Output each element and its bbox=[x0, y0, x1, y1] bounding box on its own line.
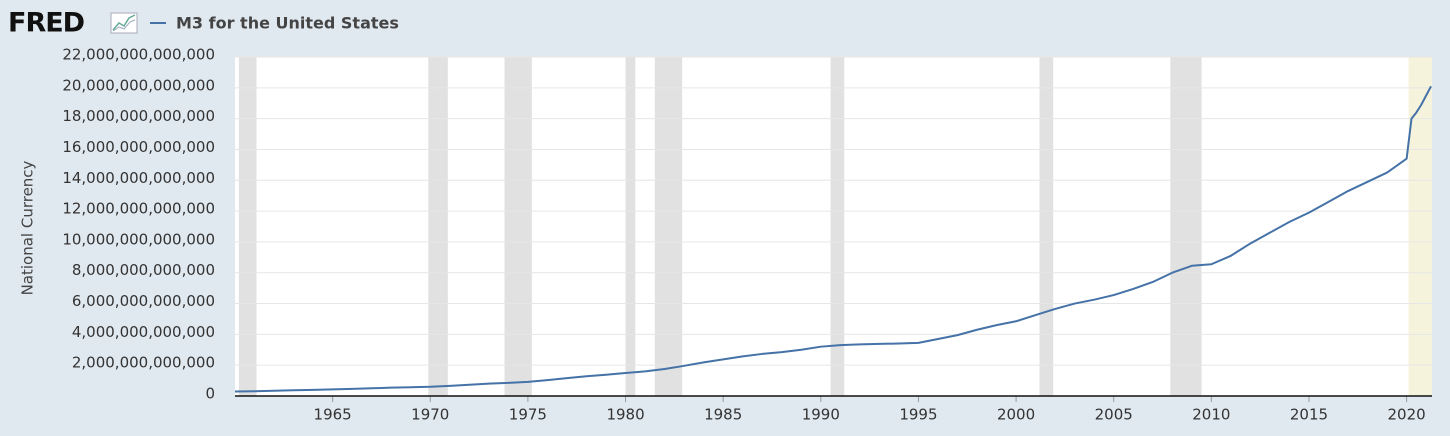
x-tick-label: 2020 bbox=[1388, 406, 1426, 424]
data-line bbox=[234, 85, 1432, 393]
x-tick-label: 1965 bbox=[314, 406, 352, 424]
y-tick-label: 0 bbox=[205, 385, 215, 403]
recession-band bbox=[238, 57, 257, 396]
recession-band bbox=[428, 57, 448, 396]
x-tick-label: 1985 bbox=[704, 406, 742, 424]
recession-band bbox=[504, 57, 532, 396]
y-tick-label: 12,000,000,000,000 bbox=[62, 200, 215, 218]
y-tick-label: 14,000,000,000,000 bbox=[62, 169, 215, 187]
x-tick-label: 1980 bbox=[606, 406, 644, 424]
x-tick-label: 2000 bbox=[997, 406, 1035, 424]
x-tick-label: 2010 bbox=[1192, 406, 1230, 424]
logo-icon bbox=[110, 12, 138, 34]
x-tick-label: 1995 bbox=[899, 406, 937, 424]
y-axis-title: National Currency bbox=[19, 160, 37, 295]
y-tick-label: 20,000,000,000,000 bbox=[62, 76, 215, 94]
x-tick-label: 1975 bbox=[509, 406, 547, 424]
y-tick-label: 16,000,000,000,000 bbox=[62, 138, 215, 156]
y-tick-label: 8,000,000,000,000 bbox=[72, 261, 215, 279]
recession-band bbox=[654, 57, 683, 396]
x-tick-label: 2005 bbox=[1095, 406, 1133, 424]
y-tick-label: 10,000,000,000,000 bbox=[62, 230, 215, 248]
y-tick-label: 18,000,000,000,000 bbox=[62, 107, 215, 125]
x-tick-label: 2015 bbox=[1290, 406, 1328, 424]
y-tick-label: 2,000,000,000,000 bbox=[72, 354, 215, 372]
recession-band bbox=[625, 57, 636, 396]
legend-label: M3 for the United States bbox=[176, 14, 399, 33]
logo: FRED bbox=[8, 8, 84, 39]
recession-band bbox=[1170, 57, 1202, 396]
y-tick-label: 4,000,000,000,000 bbox=[72, 323, 215, 341]
highlight-band bbox=[1408, 57, 1432, 396]
y-tick-label: 22,000,000,000,000 bbox=[62, 46, 215, 64]
recession-band bbox=[1039, 57, 1054, 396]
recession-band bbox=[830, 57, 845, 396]
x-tick-label: 1970 bbox=[411, 406, 449, 424]
y-tick-label: 6,000,000,000,000 bbox=[72, 292, 215, 310]
x-tick-label: 1990 bbox=[802, 406, 840, 424]
